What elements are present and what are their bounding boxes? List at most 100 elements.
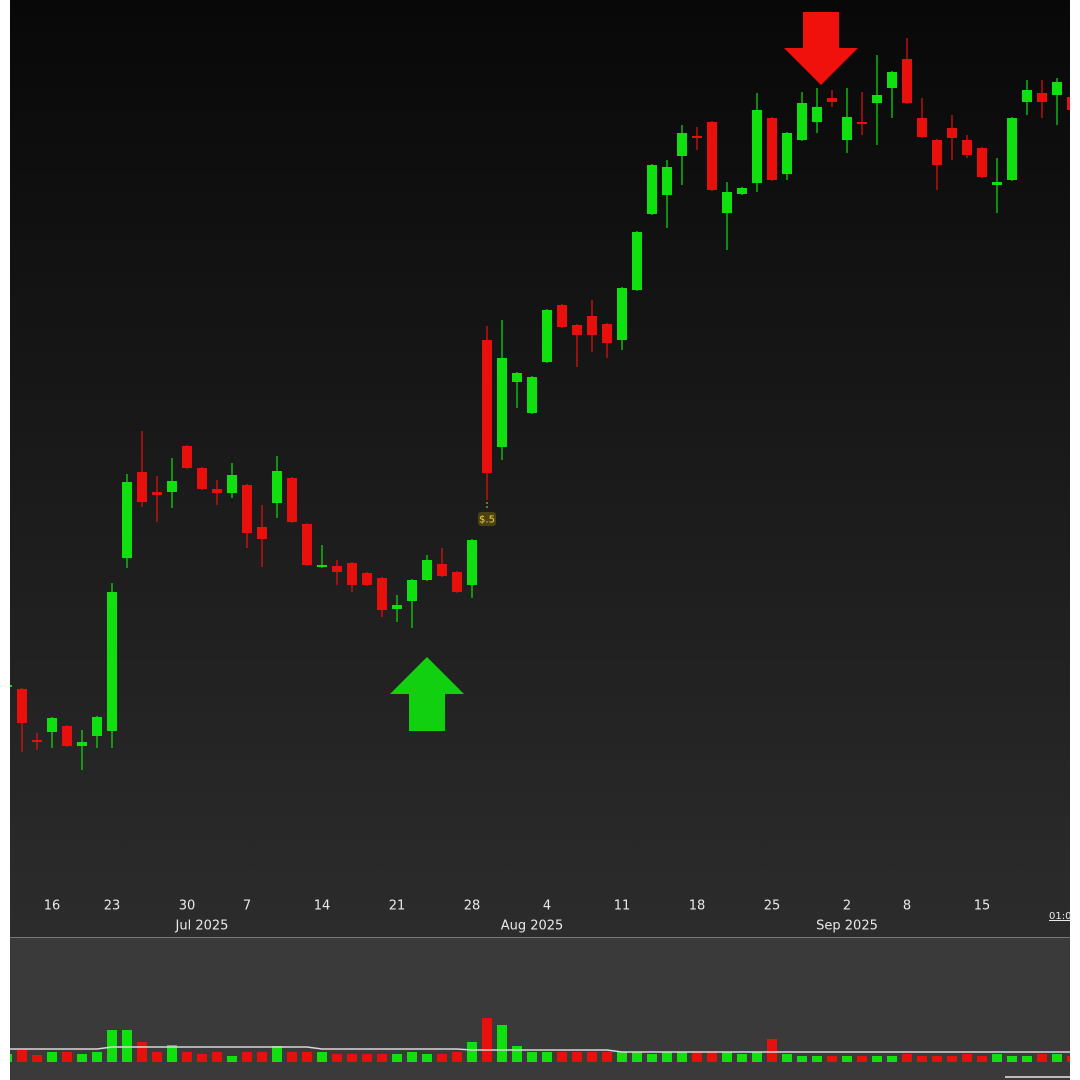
- volume-bar: [917, 1056, 927, 1062]
- volume-bar: [797, 1056, 807, 1062]
- volume-bar: [377, 1054, 387, 1062]
- candle-body: [302, 524, 312, 565]
- volume-bar: [737, 1054, 747, 1062]
- candle-body: [872, 95, 882, 103]
- volume-bar: [902, 1054, 912, 1062]
- volume-bar: [527, 1052, 537, 1062]
- candle-body: [512, 373, 522, 382]
- volume-bar: [17, 1050, 27, 1062]
- candle-body: [392, 605, 402, 609]
- volume-bar: [332, 1054, 342, 1062]
- volume-bar: [482, 1018, 492, 1062]
- volume-bar: [32, 1055, 42, 1062]
- candle-body: [92, 717, 102, 736]
- volume-bar: [107, 1030, 117, 1062]
- candle-body: [407, 580, 417, 601]
- candle-body: [722, 192, 732, 213]
- candle-body: [587, 316, 597, 335]
- price-panel: [10, 0, 1070, 937]
- volume-bar: [887, 1056, 897, 1062]
- volume-bar: [662, 1052, 672, 1062]
- volume-bar: [167, 1045, 177, 1062]
- volume-bar: [647, 1054, 657, 1062]
- candle-body: [572, 325, 582, 335]
- candle-body: [422, 560, 432, 580]
- candle-body: [992, 182, 1002, 185]
- volume-bar: [287, 1052, 297, 1062]
- volume-bar: [122, 1030, 132, 1062]
- volume-bar: [197, 1054, 207, 1062]
- volume-bar: [602, 1052, 612, 1062]
- candle-body: [287, 478, 297, 522]
- volume-bar: [722, 1052, 732, 1062]
- volume-bar: [617, 1052, 627, 1062]
- candle-body: [902, 59, 912, 103]
- candle-body: [707, 122, 717, 190]
- volume-bar: [452, 1052, 462, 1062]
- volume-bar: [977, 1056, 987, 1062]
- x-tick-label: 8: [903, 899, 911, 914]
- volume-bar: [1022, 1056, 1032, 1062]
- candle-body: [932, 140, 942, 165]
- candle-body: [812, 107, 822, 122]
- volume-bar: [842, 1056, 852, 1062]
- volume-bar: [707, 1052, 717, 1062]
- x-tick-label: 18: [689, 899, 706, 914]
- candle-body: [767, 118, 777, 180]
- down-arrow: [784, 12, 858, 85]
- candle-body: [32, 740, 42, 742]
- up-arrow: [390, 657, 464, 731]
- candle-body: [452, 572, 462, 592]
- volume-bar: [557, 1052, 567, 1062]
- volume-bar: [767, 1039, 777, 1062]
- x-month-label: Sep 2025: [816, 919, 878, 934]
- candle-body: [677, 133, 687, 156]
- candle-body: [467, 540, 477, 585]
- volume-bar: [857, 1056, 867, 1062]
- candle-body: [542, 310, 552, 362]
- volume-bar: [227, 1056, 237, 1062]
- time-label: 01:0: [1049, 911, 1071, 922]
- candle-body: [242, 485, 252, 533]
- volume-bar: [407, 1052, 417, 1062]
- volume-bar: [962, 1054, 972, 1062]
- volume-bar: [992, 1054, 1002, 1062]
- volume-bar: [872, 1056, 882, 1062]
- candle-body: [227, 475, 237, 493]
- candle-body: [17, 689, 27, 723]
- volume-bar: [572, 1052, 582, 1062]
- x-tick-label: 30: [179, 899, 196, 914]
- volume-bar: [1052, 1054, 1062, 1062]
- volume-bar: [272, 1046, 282, 1062]
- candle-body: [887, 72, 897, 88]
- volume-bar: [47, 1052, 57, 1062]
- candle-body: [752, 110, 762, 183]
- candle-body: [272, 471, 282, 503]
- candle-body: [347, 563, 357, 585]
- candle-body: [362, 573, 372, 585]
- annotation-badge: [478, 512, 496, 526]
- volume-bar: [212, 1052, 222, 1062]
- candle-body: [317, 565, 327, 567]
- candle-body: [137, 472, 147, 502]
- candle-body: [1067, 97, 1070, 110]
- volume-bar: [467, 1042, 477, 1062]
- volume-bar: [392, 1054, 402, 1062]
- volume-bar: [347, 1054, 357, 1062]
- volume-bar: [587, 1052, 597, 1062]
- volume-bar: [632, 1052, 642, 1062]
- volume-bar: [932, 1056, 942, 1062]
- candle-body: [617, 288, 627, 340]
- candle-body: [212, 489, 222, 493]
- candle-body: [482, 340, 492, 473]
- volume-bar: [512, 1046, 522, 1062]
- x-tick-label: 25: [764, 899, 781, 914]
- volume-bar: [497, 1025, 507, 1062]
- volume-bar: [812, 1056, 822, 1062]
- volume-bar: [1037, 1054, 1047, 1062]
- volume-bar: [77, 1054, 87, 1062]
- candle-body: [842, 117, 852, 140]
- volume-bar: [542, 1052, 552, 1062]
